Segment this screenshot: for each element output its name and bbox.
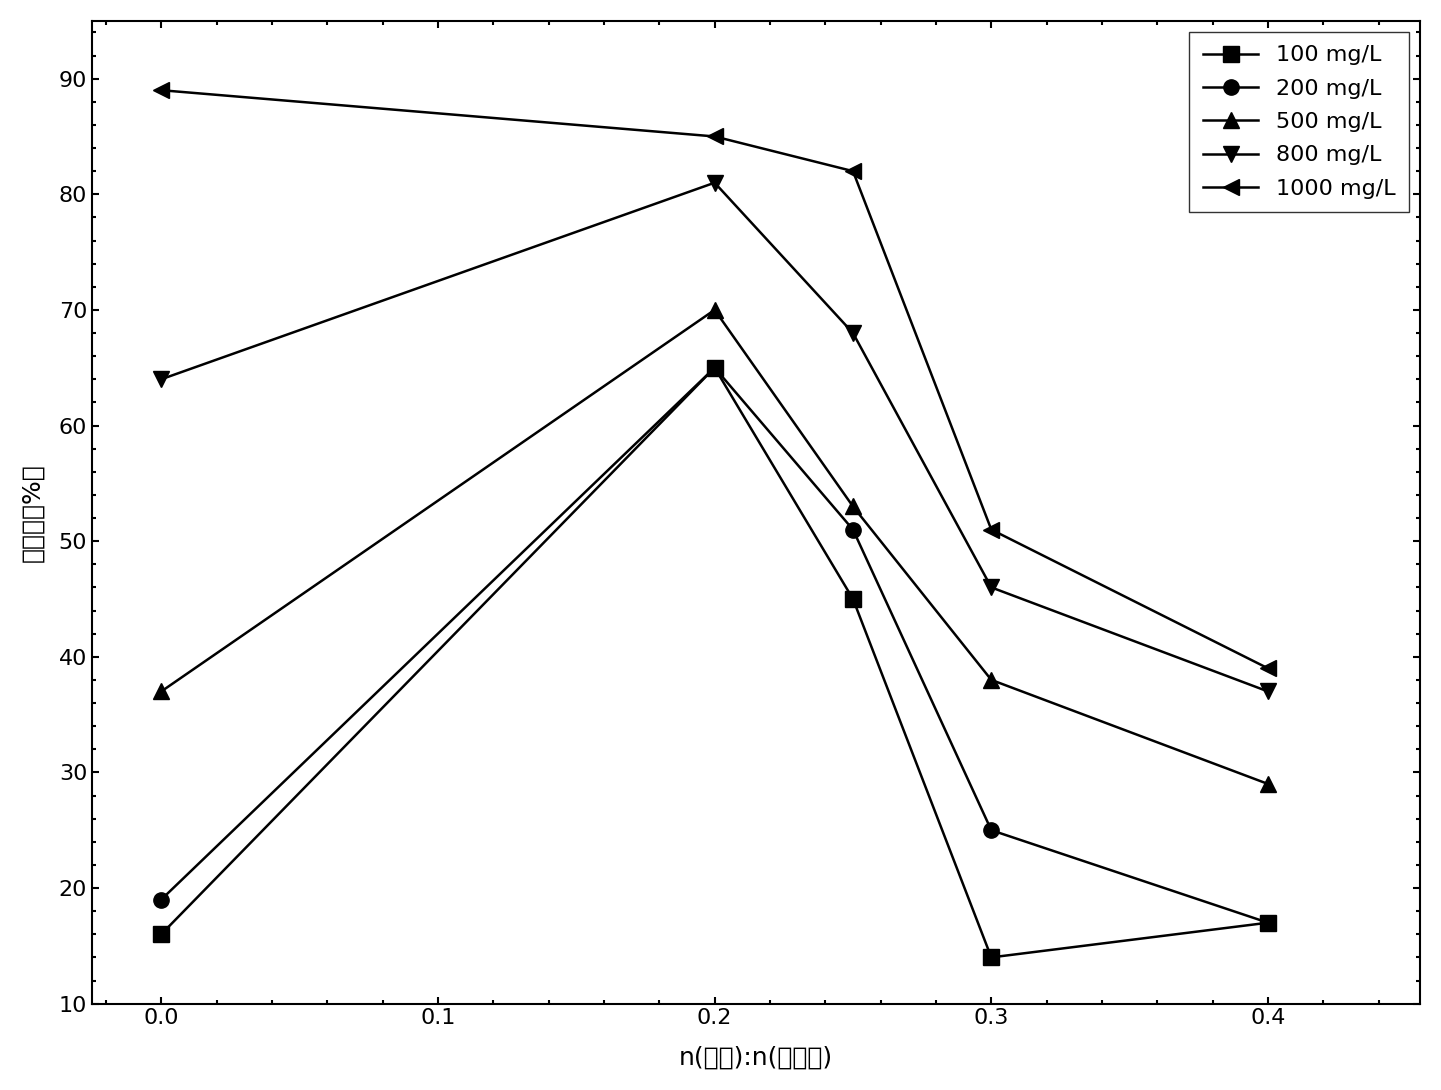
Line: 100 mg/L: 100 mg/L [154,360,1275,965]
Y-axis label: 脱色率（%）: 脱色率（%） [20,463,45,561]
500 mg/L [706,303,723,316]
500 mg/L [844,500,862,513]
200 mg/L [1259,917,1277,930]
100 mg/L [983,950,1000,964]
800 mg/L [983,581,1000,594]
200 mg/L [983,824,1000,837]
100 mg/L [1259,917,1277,930]
500 mg/L [983,674,1000,687]
200 mg/L [153,893,170,906]
100 mg/L [153,928,170,941]
1000 mg/L [1259,662,1277,675]
Line: 500 mg/L: 500 mg/L [154,302,1275,791]
Line: 200 mg/L: 200 mg/L [154,360,1275,931]
X-axis label: n(尿素):n(双氰胺): n(尿素):n(双氰胺) [679,1045,833,1069]
Line: 1000 mg/L: 1000 mg/L [154,83,1275,676]
200 mg/L [706,361,723,374]
800 mg/L [844,327,862,340]
500 mg/L [153,685,170,698]
Line: 800 mg/L: 800 mg/L [154,175,1275,699]
800 mg/L [706,177,723,190]
1000 mg/L [983,523,1000,536]
500 mg/L [1259,777,1277,790]
100 mg/L [844,592,862,605]
200 mg/L [844,523,862,536]
1000 mg/L [153,84,170,97]
800 mg/L [153,373,170,386]
100 mg/L [706,361,723,374]
Legend: 100 mg/L, 200 mg/L, 500 mg/L, 800 mg/L, 1000 mg/L: 100 mg/L, 200 mg/L, 500 mg/L, 800 mg/L, … [1189,32,1409,211]
800 mg/L [1259,685,1277,698]
1000 mg/L [706,130,723,143]
1000 mg/L [844,165,862,178]
